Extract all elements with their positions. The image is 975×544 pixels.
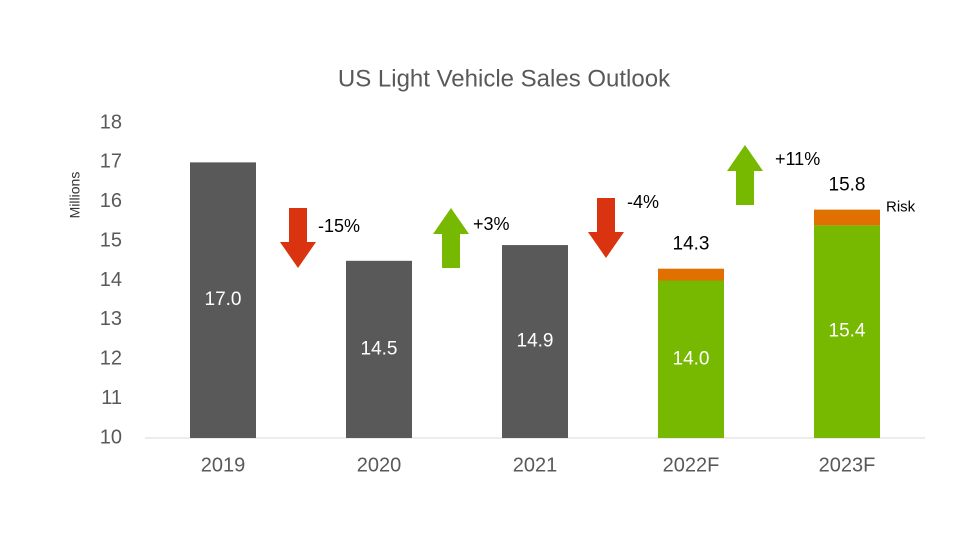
change-label: +3% xyxy=(473,214,510,234)
y-tick-label: 13 xyxy=(100,308,122,330)
x-tick-label: 2020 xyxy=(357,454,402,476)
change-arrow xyxy=(727,145,763,205)
x-tick-label: 2021 xyxy=(513,454,558,476)
value-label: 14.0 xyxy=(673,348,710,369)
value-label: 14.5 xyxy=(361,338,398,359)
change-label: -15% xyxy=(318,216,360,236)
total-label: 14.3 xyxy=(673,234,710,255)
total-label: 15.8 xyxy=(829,175,866,196)
chart-title: US Light Vehicle Sales Outlook xyxy=(338,65,671,92)
x-tick-label: 2022F xyxy=(663,454,720,476)
y-tick-label: 18 xyxy=(100,111,122,133)
risk-label: Risk xyxy=(886,199,916,216)
y-tick-label: 15 xyxy=(100,229,122,251)
y-axis-label: Millions xyxy=(67,172,83,219)
value-label: 15.4 xyxy=(829,321,866,342)
x-tick-label: 2019 xyxy=(201,454,246,476)
change-arrow xyxy=(280,208,316,268)
y-tick-label: 10 xyxy=(100,426,122,448)
change-arrow xyxy=(433,208,469,268)
bar-segment xyxy=(502,245,568,438)
bar-segment xyxy=(346,260,412,438)
y-tick-label: 12 xyxy=(100,348,122,370)
bar-segment xyxy=(814,209,880,226)
x-tick-label: 2023F xyxy=(819,454,876,476)
y-tick-label: 16 xyxy=(100,190,122,212)
change-label: +11% xyxy=(775,149,820,169)
y-tick-label: 14 xyxy=(100,269,122,291)
change-arrow xyxy=(588,198,624,258)
bar-segment xyxy=(658,268,724,281)
y-tick-label: 17 xyxy=(100,151,122,173)
bar-segment xyxy=(814,225,880,438)
bar-segment xyxy=(658,280,724,438)
value-label: 17.0 xyxy=(205,289,242,310)
change-label: -4% xyxy=(627,192,659,212)
bar-segment xyxy=(190,162,256,438)
y-tick-label: 11 xyxy=(101,387,122,409)
value-label: 14.9 xyxy=(517,331,554,352)
